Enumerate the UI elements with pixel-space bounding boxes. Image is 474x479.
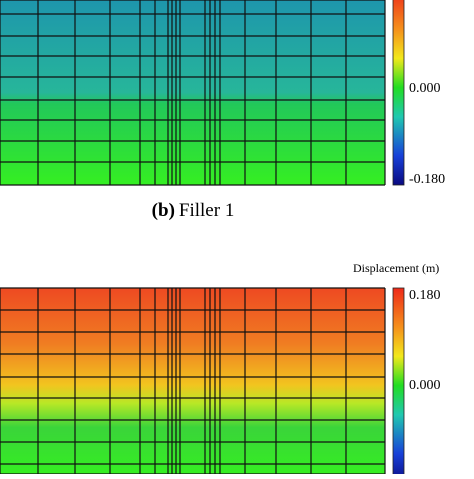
colorbar-tick: 0.180: [409, 288, 441, 303]
colorbar-tick: 0.000: [409, 378, 441, 393]
caption-text: Filler 1: [179, 200, 234, 221]
contour-field: [0, 0, 385, 185]
mesh: [0, 287, 386, 475]
colorbar-tick: -0.180: [409, 172, 445, 187]
colorbar-tick: 0.000: [409, 81, 441, 96]
caption: (b) Filler 1: [152, 200, 235, 221]
mesh: [0, 0, 386, 186]
colorbar: [392, 0, 405, 186]
caption-letter: (b): [152, 200, 175, 221]
colorbar: [392, 287, 405, 479]
colorbar-title: Displacement (m): [353, 261, 439, 275]
contour-field: [0, 288, 385, 474]
